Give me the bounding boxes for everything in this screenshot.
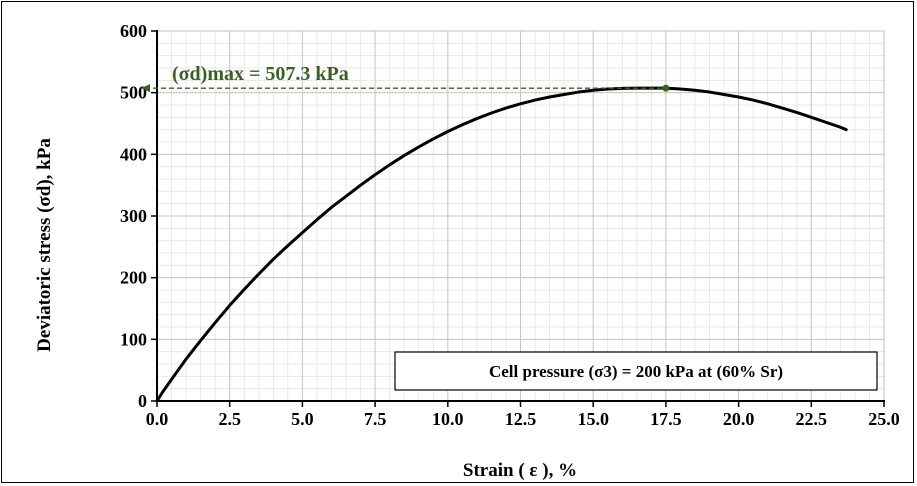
- y-tick-label: 200: [120, 268, 147, 288]
- x-tick-label: 22.5: [796, 409, 828, 429]
- x-axis-label: Strain ( ε ), %: [463, 460, 577, 481]
- condition-box: [394, 351, 878, 391]
- x-tick-label: 20.0: [723, 409, 755, 429]
- peak-marker: [662, 84, 670, 92]
- x-tick-label: 0.0: [146, 409, 169, 429]
- axes: [151, 30, 885, 407]
- annotations: (σd)max = 507.3 kPa Cell pressure (σ3) = …: [141, 63, 878, 391]
- major-gridlines: [156, 30, 885, 402]
- peak-arrowhead: [141, 84, 150, 93]
- data-series: [155, 86, 848, 403]
- x-tick-label: 2.5: [218, 409, 241, 429]
- x-tick-label: 12.5: [505, 409, 537, 429]
- y-tick-label: 400: [120, 144, 147, 164]
- x-tick-label: 17.5: [650, 409, 682, 429]
- peak-value-label: (σd)max = 507.3 kPa: [172, 63, 349, 85]
- x-tick-label: 15.0: [577, 409, 609, 429]
- x-tick-label: 5.0: [291, 409, 314, 429]
- y-tick-label: 300: [120, 206, 147, 226]
- x-tick-labels: 0.0 2.5 5.0 7.5 10.0 12.5 15.0 17.5 20.0 22.5 25.0: [146, 409, 900, 429]
- x-tick-label: 25.0: [868, 409, 900, 429]
- y-tick-label: 500: [120, 83, 147, 103]
- y-tick-label: 100: [120, 329, 147, 349]
- y-axis-label: Deviatoric stress (σd), kPa: [34, 138, 55, 352]
- y-tick-label: 0: [138, 391, 147, 411]
- y-tick-labels: 0 100 200 300 400 500 600: [120, 21, 147, 411]
- condition-text: Cell pressure (σ3) = 200 kPa at (60% Sr): [489, 362, 783, 381]
- y-tick-label: 600: [120, 21, 147, 41]
- x-tick-label: 10.0: [432, 409, 464, 429]
- x-tick-label: 7.5: [364, 409, 387, 429]
- stress-strain-curve: [155, 86, 848, 403]
